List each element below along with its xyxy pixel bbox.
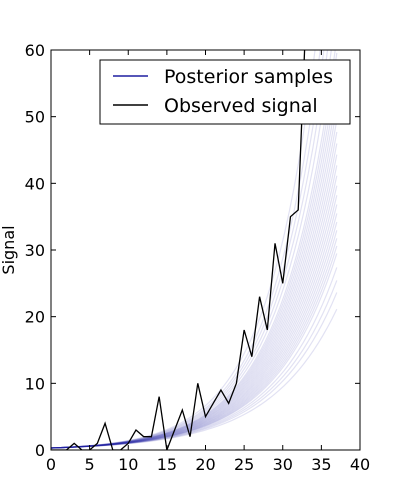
legend-label-posterior-samples: Posterior samples: [164, 66, 333, 88]
posterior-sample-line: [51, 213, 338, 449]
x-tick-label: 10: [118, 455, 138, 474]
y-tick-label: 60: [25, 41, 45, 60]
y-tick-label: 0: [35, 441, 45, 460]
posterior-sample-line: [51, 94, 338, 449]
posterior-sample-line: [51, 230, 338, 449]
x-tick-label: 25: [234, 455, 254, 474]
posterior-sample-line: [51, 50, 336, 449]
x-tick-label: 35: [311, 455, 331, 474]
x-tick-label: 30: [273, 455, 293, 474]
posterior-sample-line: [51, 195, 338, 449]
posterior-sample-line: [51, 204, 338, 449]
posterior-sample-line: [51, 107, 338, 449]
posterior-sample-line: [51, 50, 325, 449]
posterior-sample-line: [51, 81, 338, 449]
series-layer: [51, 50, 338, 450]
x-tick-label: 15: [157, 455, 177, 474]
posterior-sample-line: [51, 154, 338, 449]
posterior-sample-line: [51, 280, 338, 449]
y-tick-label: 50: [25, 108, 45, 127]
posterior-sample-line: [51, 238, 338, 449]
posterior-sample-line: [51, 245, 338, 449]
legend-box: [99, 59, 351, 125]
posterior-sample-line: [51, 67, 338, 449]
posterior-sample-line: [51, 143, 338, 449]
ticks-layer: 0 5 10 15 20 25 30 35 40 0 10 20 30 40 50 60: [25, 41, 371, 474]
y-tick-label: 10: [25, 374, 45, 393]
posterior-sample-line: [51, 175, 338, 449]
x-tick-label: 5: [85, 455, 95, 474]
x-tick-label: 0: [46, 455, 56, 474]
posterior-sample-line: [51, 308, 338, 449]
legend: Posterior samples Observed signal: [99, 59, 351, 125]
posterior-sample-line: [51, 131, 338, 449]
y-tick-label: 40: [25, 174, 45, 193]
posterior-sample-line: [51, 119, 338, 449]
posterior-sample-line: [51, 253, 338, 449]
posterior-sample-line: [51, 185, 338, 449]
posterior-sample-line: [51, 52, 338, 449]
posterior-sample-line: [51, 50, 332, 449]
posterior-sample-line: [51, 267, 338, 449]
posterior-sample-line: [51, 50, 329, 449]
posterior-sample-line: [51, 165, 338, 449]
observed-signal-line: [51, 50, 306, 450]
posterior-sample-line: [51, 292, 338, 449]
x-tick-label: 40: [350, 455, 370, 474]
posterior-sample-line: [51, 50, 316, 449]
y-tick-label: 30: [25, 241, 45, 260]
y-tick-label: 20: [25, 308, 45, 327]
legend-label-observed-signal: Observed signal: [164, 95, 318, 117]
x-tick-label: 20: [195, 455, 215, 474]
y-axis-label: Signal: [0, 225, 18, 274]
posterior-sample-line: [51, 221, 338, 449]
